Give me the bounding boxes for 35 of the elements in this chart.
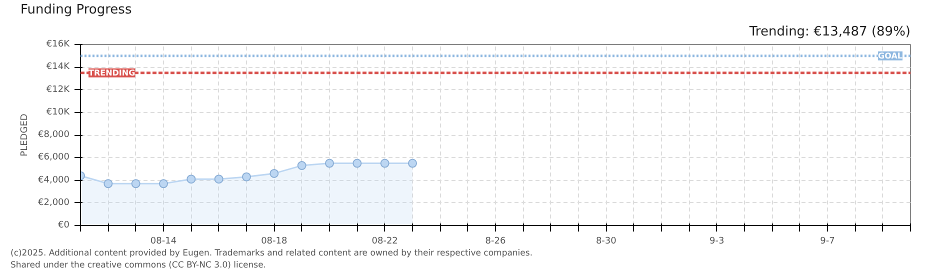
point bbox=[242, 172, 251, 182]
point bbox=[380, 158, 390, 168]
x-tick-label: 08-14 bbox=[150, 236, 177, 246]
point bbox=[408, 158, 417, 168]
x-tick-label: 08-22 bbox=[372, 236, 398, 246]
x-tick-label: 8-26 bbox=[485, 236, 506, 246]
point bbox=[131, 179, 140, 188]
point bbox=[159, 179, 168, 188]
point bbox=[297, 161, 306, 170]
point bbox=[214, 174, 224, 184]
chart-title: Funding Progress bbox=[20, 2, 132, 18]
ref-line-label: GOAL bbox=[878, 51, 903, 60]
x-tick-label: 08-18 bbox=[261, 236, 288, 246]
y-tick-label: €16K bbox=[46, 40, 71, 50]
y-axis-title: PLEDGED bbox=[20, 114, 30, 156]
y-tick-label: €10K bbox=[46, 107, 71, 118]
point bbox=[270, 168, 279, 178]
text: Shared under the creative commons (CC BY-NC 3.0) license. bbox=[10, 260, 266, 270]
text: Trending: €13,487 (89%) bbox=[748, 24, 910, 40]
ref-line-label: TRENDING bbox=[88, 68, 136, 78]
y-tick-label: €12K bbox=[46, 84, 71, 95]
point bbox=[186, 174, 196, 184]
y-tick-label: €0 bbox=[58, 220, 70, 230]
point bbox=[325, 158, 334, 168]
y-tick-label: €4,000 bbox=[38, 175, 70, 186]
point bbox=[352, 158, 362, 168]
x-tick-label: 8-30 bbox=[596, 236, 617, 246]
y-tick-label: €2,000 bbox=[38, 198, 70, 208]
y-tick-label: €8,000 bbox=[38, 130, 70, 140]
point bbox=[104, 179, 113, 188]
y-tick-label: €6,000 bbox=[38, 152, 70, 163]
x-tick-label: 9-7 bbox=[820, 236, 835, 246]
x-tick-label: 9-3 bbox=[709, 236, 724, 246]
y-tick-label: €14K bbox=[46, 62, 71, 72]
text: (c)2025. Additional content provided by Eugen. Trademarks and related content are owned by their respective companies. bbox=[10, 248, 533, 258]
